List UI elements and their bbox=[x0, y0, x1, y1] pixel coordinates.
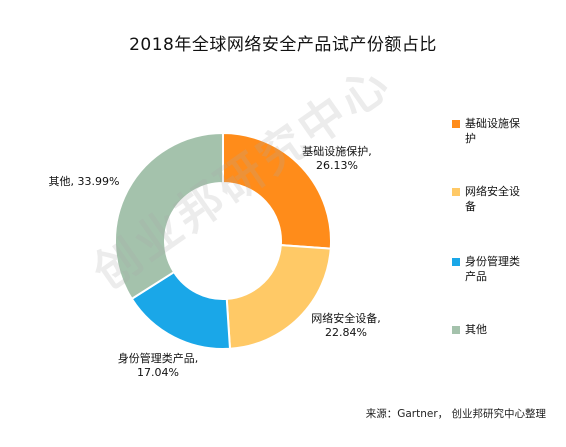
data-label-1: 网络安全设备, 22.84% bbox=[311, 311, 381, 339]
slice-0 bbox=[222, 131, 332, 250]
data-label-2: 身份管理类产品, 17.04% bbox=[118, 351, 199, 379]
legend-swatch bbox=[452, 326, 460, 334]
donut-slices bbox=[114, 131, 332, 350]
legend-label: 身份管理类产品 bbox=[465, 255, 520, 283]
chart-title: 2018年全球网络安全产品试产份额占比 bbox=[129, 35, 437, 55]
data-label-0: 基础设施保护, 26.13% bbox=[302, 144, 372, 172]
legend-label: 其他 bbox=[465, 323, 487, 336]
slice-3 bbox=[114, 131, 224, 301]
slice-1 bbox=[225, 244, 332, 350]
legend-label: 基础设施保护 bbox=[465, 117, 520, 145]
legend-swatch bbox=[452, 120, 460, 128]
data-label-3: 其他, 33.99% bbox=[49, 175, 120, 188]
data-labels: 基础设施保护, 26.13% 网络安全设备, 22.84% 身份管理类产品, 17.04%… bbox=[49, 144, 381, 379]
legend-swatch bbox=[452, 258, 460, 266]
source-note: 来源：Gartner， 创业邦研究中心整理 bbox=[365, 408, 546, 420]
legend-label: 网络安全设备 bbox=[465, 185, 520, 213]
legend-swatch bbox=[452, 188, 460, 196]
